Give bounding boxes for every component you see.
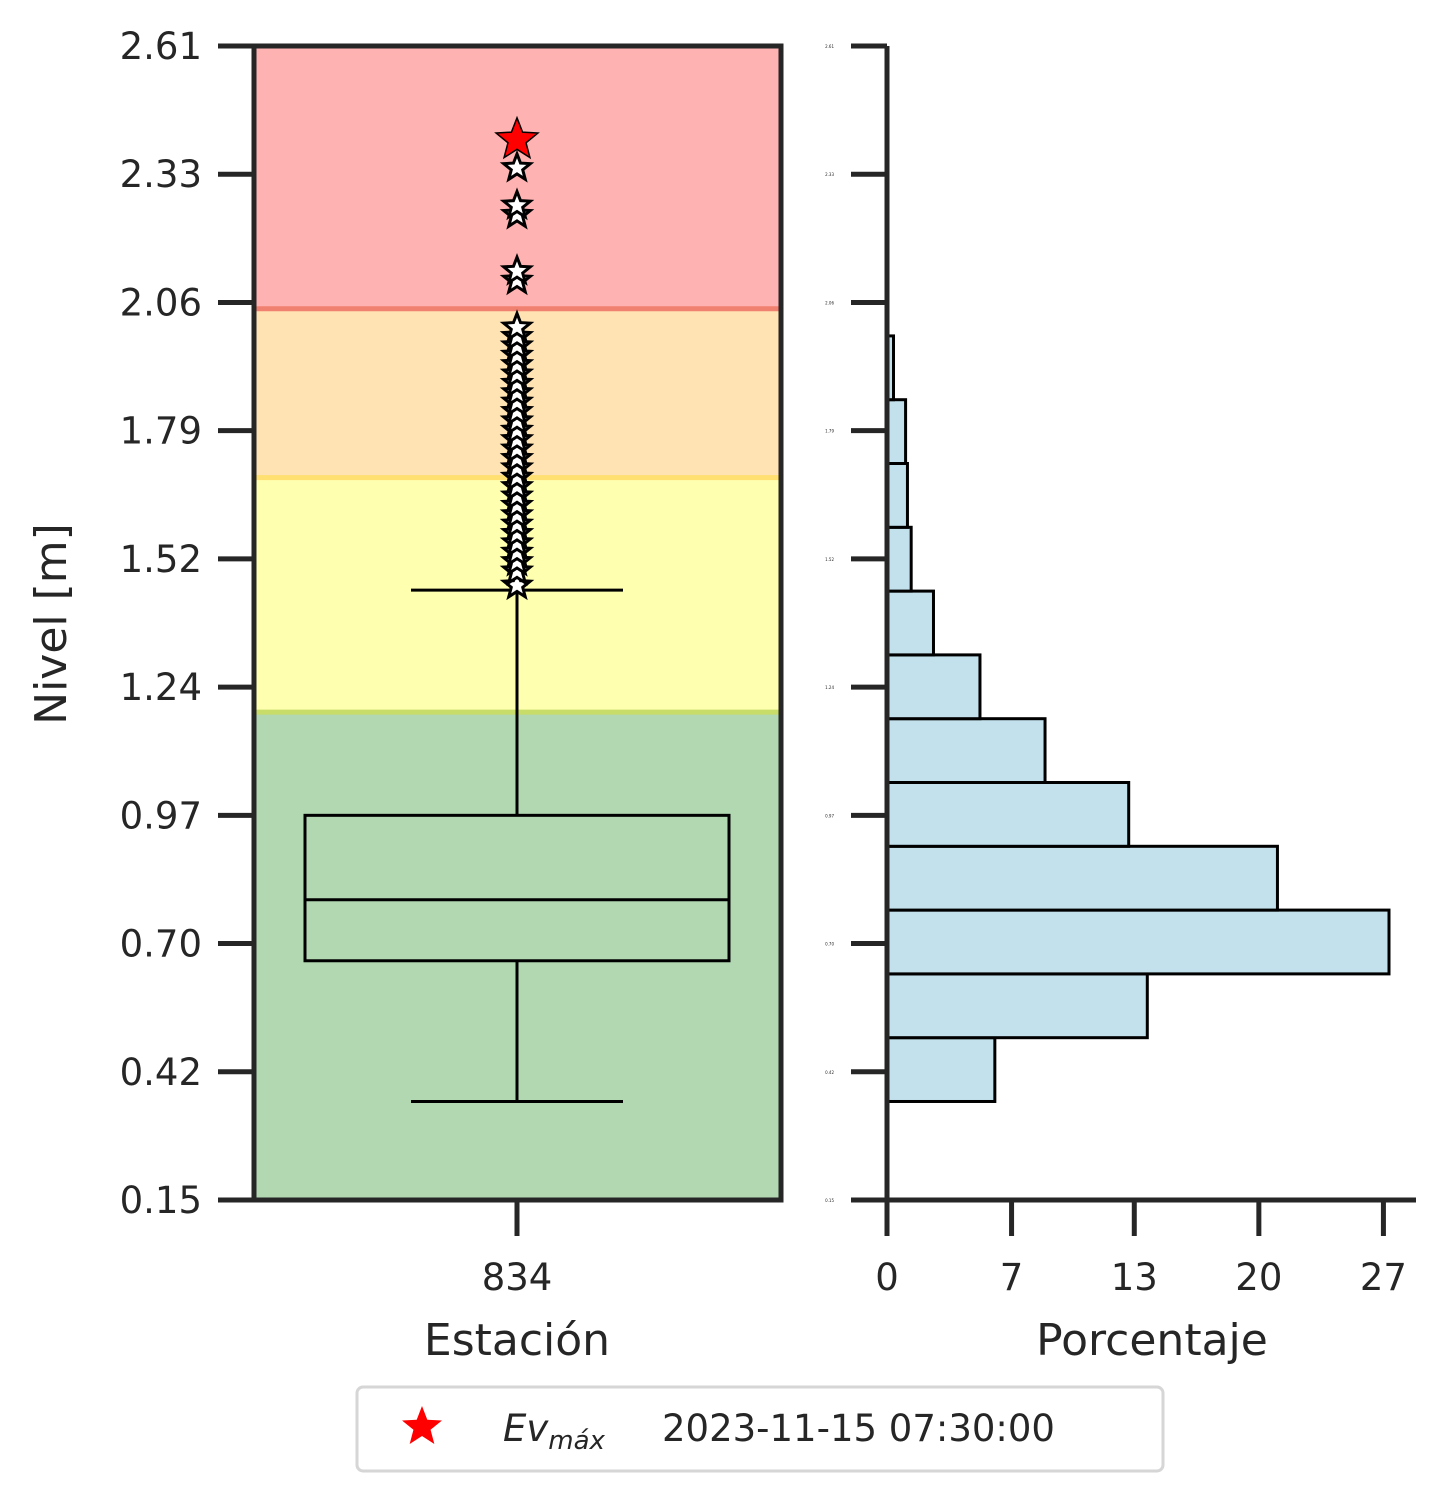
y-tick-label: 0.97 (120, 794, 202, 837)
legend: Evmáx 2023-11-15 07:30:00 (355, 1385, 1165, 1473)
y-tick-label: 2.33 (120, 153, 202, 196)
histogram-x-tick-label: 27 (1360, 1256, 1407, 1299)
histogram-y-ticks: 0.15 0.42 0.70 0.97 1.24 1.52 1.79 2.06 2.33 2.61 (825, 43, 887, 1203)
outlier-marker (499, 318, 535, 352)
histogram-bar (885, 844, 1279, 912)
histogram-bar (885, 653, 982, 721)
histogram-y-tick-label: 0.70 (825, 942, 834, 947)
y-tick-label: 1.52 (120, 538, 202, 581)
legend-label-sub: máx (548, 1426, 605, 1456)
y-tick-label: 1.79 (120, 410, 202, 453)
histogram-x-tick-label: 20 (1235, 1256, 1282, 1299)
legend-frame (355, 1385, 1165, 1473)
histogram-bar (885, 1036, 997, 1103)
y-tick-label: 1.24 (120, 666, 202, 709)
histogram-x-axis-label: Porcentaje (1036, 1315, 1268, 1366)
outlier-marker (499, 187, 535, 221)
histogram-x-tick-label: 13 (1111, 1256, 1158, 1299)
outlier-markers (494, 115, 540, 601)
histogram-bar (885, 780, 1131, 848)
outlier-marker (499, 196, 535, 230)
histogram-y-tick-label: 2.33 (825, 172, 834, 177)
histogram-y-tick-label: 2.06 (825, 300, 834, 305)
outlier-marker (499, 262, 535, 296)
legend-label-main: Ev (503, 1407, 549, 1450)
legend-date: 2023-11-15 07:30:00 (662, 1407, 1055, 1450)
histogram-y-tick-label: 2.61 (825, 44, 834, 49)
histogram-bar (885, 398, 908, 466)
boxplot (303, 588, 731, 1103)
histogram-x-tick-label: 7 (1000, 1256, 1024, 1299)
x-axis-label: Estación (424, 1315, 610, 1366)
histogram-bars (885, 334, 1391, 1103)
histogram-bar (885, 717, 1047, 784)
histogram-x-ticks: 0 7 13 20 27 (875, 1200, 1407, 1299)
y-tick-label: 2.61 (120, 25, 202, 68)
histogram-bar (885, 972, 1149, 1040)
x-axis-ticks: 834 (482, 1200, 553, 1299)
y-tick-label: 0.15 (120, 1179, 202, 1222)
y-tick-label: 0.70 (120, 923, 202, 966)
boxplot-panel: 0.15 0.42 0.70 0.97 1.24 1.52 1.79 2.06 2.33 2.61… (26, 25, 784, 1366)
box-iqr (303, 813, 731, 963)
max-event-marker (494, 115, 540, 160)
outlier-marker (499, 309, 535, 343)
histogram-y-tick-label: 1.52 (825, 557, 834, 562)
histogram-y-tick-label: 0.42 (825, 1070, 834, 1075)
y-axis-ticks: 0.15 0.42 0.70 0.97 1.24 1.52 1.79 2.06 2.33 2.61 (120, 25, 254, 1222)
outlier-marker (499, 149, 535, 183)
y-tick-label: 0.42 (120, 1051, 202, 1094)
legend-label: Evmáx (503, 1407, 606, 1456)
y-tick-label: 2.06 (120, 281, 202, 324)
x-tick-label: 834 (482, 1256, 553, 1299)
histogram-bar (885, 525, 913, 593)
histogram-y-tick-label: 0.97 (825, 813, 834, 818)
histogram-y-tick-label: 1.79 (825, 429, 834, 434)
histogram-bar (885, 589, 935, 657)
histogram-y-tick-label: 0.15 (825, 1198, 834, 1203)
outlier-marker (499, 567, 535, 601)
histogram-bar (885, 908, 1391, 976)
histogram-y-tick-label: 1.24 (825, 685, 834, 690)
histogram-x-tick-label: 0 (875, 1256, 899, 1299)
y-axis-label: Nivel [m] (26, 523, 77, 725)
legend-star-icon (402, 1406, 442, 1444)
histogram-panel: 0.15 0.42 0.70 0.97 1.24 1.52 1.79 2.06 2.33 2.61… (825, 43, 1416, 1366)
outlier-marker (499, 253, 535, 286)
histogram-bar (885, 462, 909, 529)
